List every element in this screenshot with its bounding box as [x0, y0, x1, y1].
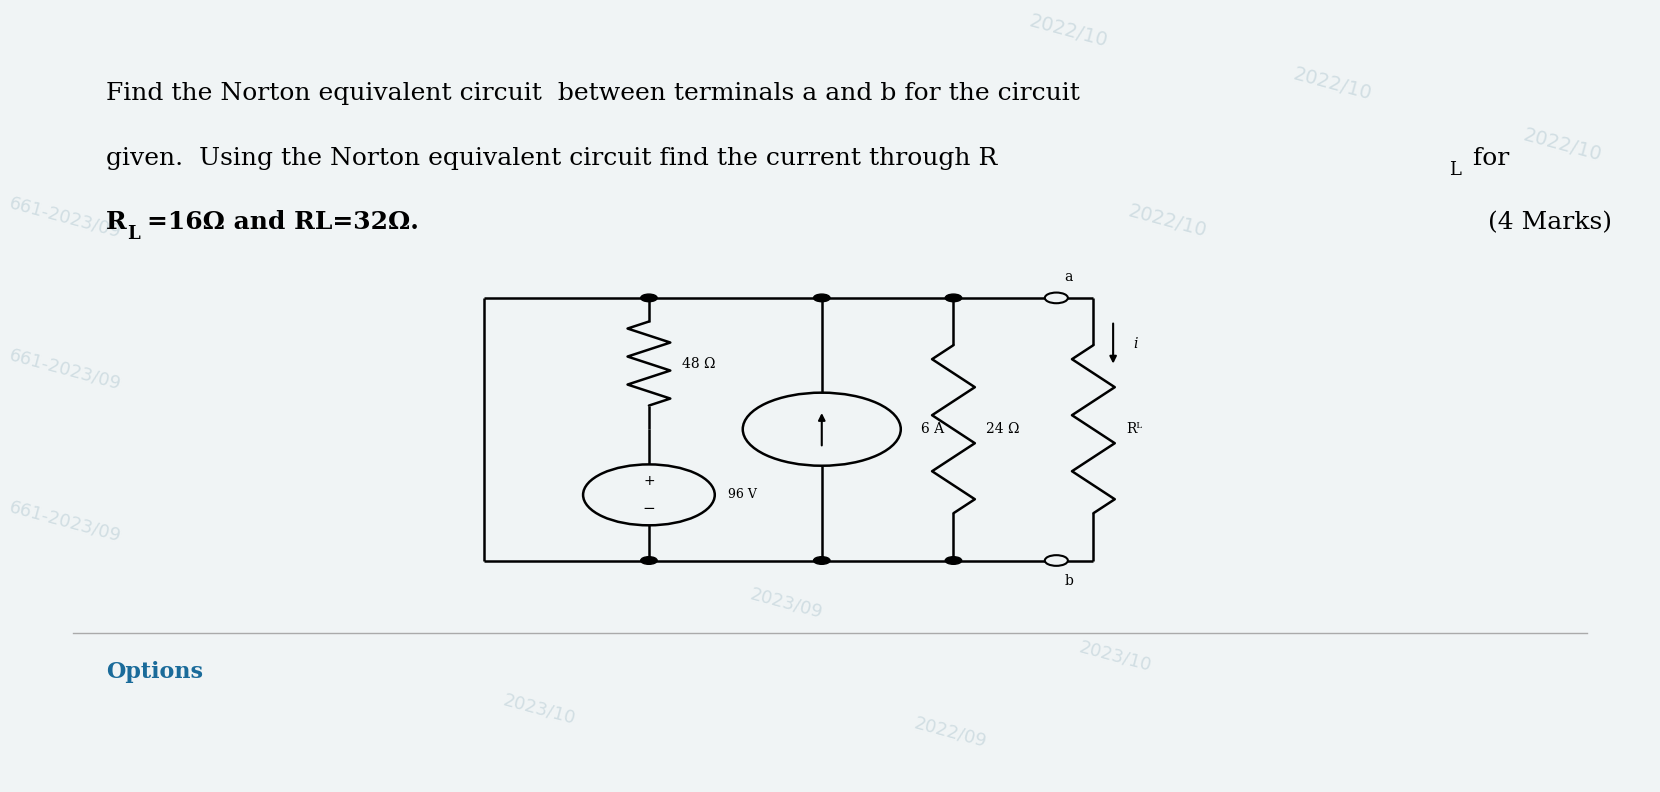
Text: 2022/10: 2022/10	[1291, 65, 1374, 104]
Circle shape	[1044, 292, 1067, 303]
Text: Rᴸ: Rᴸ	[1125, 422, 1142, 436]
Text: (4 Marks): (4 Marks)	[1489, 211, 1612, 234]
Circle shape	[945, 294, 961, 302]
Text: for: for	[1466, 147, 1509, 169]
Text: 48 Ω: 48 Ω	[682, 356, 715, 371]
Text: 2022/10: 2022/10	[1125, 202, 1208, 241]
Circle shape	[813, 294, 830, 302]
Circle shape	[641, 294, 657, 302]
Circle shape	[1044, 555, 1067, 565]
Text: 2023/10: 2023/10	[1077, 638, 1154, 675]
Text: L: L	[1449, 161, 1461, 178]
Text: given.  Using the Norton equivalent circuit find the current through R: given. Using the Norton equivalent circu…	[106, 147, 998, 169]
Circle shape	[945, 557, 961, 565]
Circle shape	[641, 557, 657, 565]
Text: b: b	[1064, 574, 1074, 588]
Text: −: −	[642, 501, 656, 516]
Text: +: +	[642, 474, 654, 488]
Text: Options: Options	[106, 661, 203, 683]
Text: 661-2023/09: 661-2023/09	[7, 346, 123, 394]
Text: Find the Norton equivalent circuit  between terminals a and b for the circuit: Find the Norton equivalent circuit betwe…	[106, 82, 1079, 105]
Text: 661-2023/09: 661-2023/09	[7, 194, 123, 241]
Text: 6 A: 6 A	[921, 422, 943, 436]
Text: 2022/10: 2022/10	[1028, 12, 1111, 51]
Text: 2022/09: 2022/09	[913, 714, 989, 751]
Text: 661-2023/09: 661-2023/09	[7, 498, 123, 546]
Text: =16Ω and RL=32Ω.: =16Ω and RL=32Ω.	[146, 211, 418, 234]
Text: 96 V: 96 V	[729, 489, 757, 501]
Text: 2022/10: 2022/10	[1521, 126, 1604, 165]
Text: a: a	[1064, 270, 1072, 284]
Text: i: i	[1132, 337, 1137, 351]
Text: 24 Ω: 24 Ω	[986, 422, 1019, 436]
Text: 2023/10: 2023/10	[501, 691, 578, 728]
Text: L: L	[128, 225, 139, 243]
Text: R: R	[106, 211, 126, 234]
Text: 2023/09: 2023/09	[747, 585, 825, 622]
Circle shape	[813, 557, 830, 565]
